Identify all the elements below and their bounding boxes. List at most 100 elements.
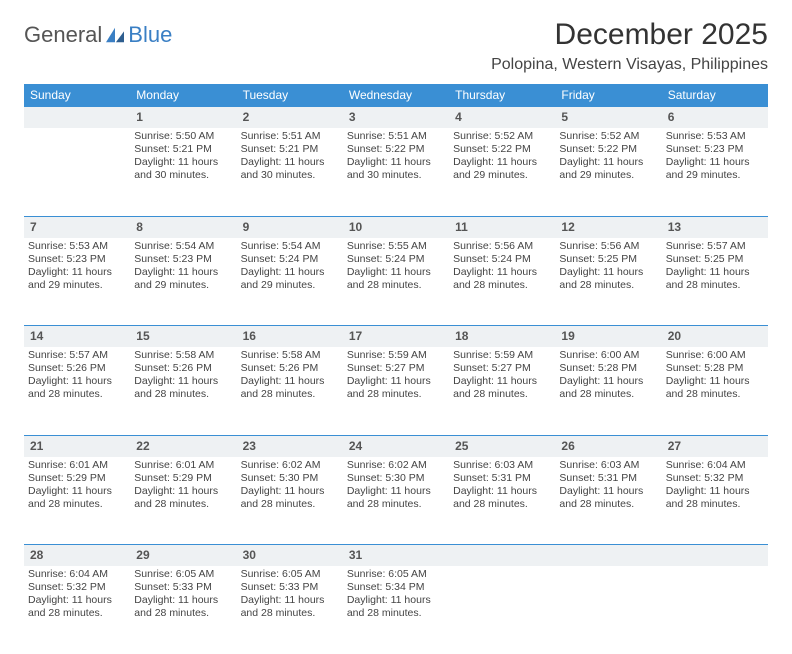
daylight-text: and 28 minutes. xyxy=(559,498,657,511)
sunset-text: Sunset: 5:33 PM xyxy=(241,581,339,594)
day-number: 31 xyxy=(343,545,449,567)
day-number: 28 xyxy=(24,545,130,567)
daylight-text: Daylight: 11 hours xyxy=(241,266,339,279)
day-number: 13 xyxy=(662,216,768,238)
daynum-row: 21222324252627 xyxy=(24,435,768,457)
daylight-text: and 28 minutes. xyxy=(559,388,657,401)
daylight-text: and 28 minutes. xyxy=(347,607,445,620)
day-number: 12 xyxy=(555,216,661,238)
daylight-text: Daylight: 11 hours xyxy=(241,375,339,388)
daylight-text: Daylight: 11 hours xyxy=(241,156,339,169)
daylight-text: and 29 minutes. xyxy=(241,279,339,292)
brand-logo: General Blue xyxy=(24,18,172,48)
sunrise-text: Sunrise: 6:05 AM xyxy=(241,568,339,581)
daylight-text: Daylight: 11 hours xyxy=(241,594,339,607)
day-number xyxy=(555,545,661,567)
sunrise-text: Sunrise: 5:58 AM xyxy=(241,349,339,362)
sunset-text: Sunset: 5:23 PM xyxy=(666,143,764,156)
daylight-text: Daylight: 11 hours xyxy=(666,266,764,279)
sunrise-text: Sunrise: 6:04 AM xyxy=(666,459,764,472)
sunrise-text: Sunrise: 5:57 AM xyxy=(666,240,764,253)
sunrise-text: Sunrise: 6:03 AM xyxy=(559,459,657,472)
daynum-row: 28293031 xyxy=(24,545,768,567)
sunset-text: Sunset: 5:26 PM xyxy=(28,362,126,375)
daylight-text: Daylight: 11 hours xyxy=(453,266,551,279)
day-cell: Sunrise: 5:51 AMSunset: 5:21 PMDaylight:… xyxy=(237,128,343,216)
daylight-text: and 28 minutes. xyxy=(666,279,764,292)
sunrise-text: Sunrise: 5:59 AM xyxy=(453,349,551,362)
day-number: 6 xyxy=(662,107,768,129)
day-number: 10 xyxy=(343,216,449,238)
day-number: 14 xyxy=(24,326,130,348)
day-number xyxy=(24,107,130,129)
sail-icon xyxy=(104,26,126,44)
daylight-text: Daylight: 11 hours xyxy=(134,594,232,607)
day-cell: Sunrise: 6:00 AMSunset: 5:28 PMDaylight:… xyxy=(555,347,661,435)
day-cell xyxy=(449,566,555,654)
day-cell: Sunrise: 6:05 AMSunset: 5:33 PMDaylight:… xyxy=(237,566,343,654)
day-cell: Sunrise: 6:03 AMSunset: 5:31 PMDaylight:… xyxy=(555,457,661,545)
sunrise-text: Sunrise: 5:52 AM xyxy=(453,130,551,143)
sunrise-text: Sunrise: 5:50 AM xyxy=(134,130,232,143)
day-cell: Sunrise: 5:53 AMSunset: 5:23 PMDaylight:… xyxy=(24,238,130,326)
day-cell: Sunrise: 5:52 AMSunset: 5:22 PMDaylight:… xyxy=(449,128,555,216)
day-cell xyxy=(24,128,130,216)
daylight-text: Daylight: 11 hours xyxy=(28,485,126,498)
daylight-text: Daylight: 11 hours xyxy=(347,485,445,498)
daylight-text: and 28 minutes. xyxy=(28,388,126,401)
day-number: 29 xyxy=(130,545,236,567)
weekday-header: Friday xyxy=(555,84,661,107)
week-body-row: Sunrise: 5:57 AMSunset: 5:26 PMDaylight:… xyxy=(24,347,768,435)
brand-text-blue: Blue xyxy=(128,22,172,48)
daylight-text: Daylight: 11 hours xyxy=(559,266,657,279)
sunset-text: Sunset: 5:27 PM xyxy=(347,362,445,375)
daylight-text: Daylight: 11 hours xyxy=(347,266,445,279)
day-cell: Sunrise: 5:58 AMSunset: 5:26 PMDaylight:… xyxy=(130,347,236,435)
day-number: 25 xyxy=(449,435,555,457)
day-cell xyxy=(555,566,661,654)
daylight-text: and 28 minutes. xyxy=(347,279,445,292)
day-cell: Sunrise: 5:59 AMSunset: 5:27 PMDaylight:… xyxy=(449,347,555,435)
week-body-row: Sunrise: 6:04 AMSunset: 5:32 PMDaylight:… xyxy=(24,566,768,654)
daylight-text: Daylight: 11 hours xyxy=(347,156,445,169)
sunset-text: Sunset: 5:21 PM xyxy=(241,143,339,156)
header: General Blue December 2025 Polopina, Wes… xyxy=(24,18,768,74)
daylight-text: Daylight: 11 hours xyxy=(347,375,445,388)
sunset-text: Sunset: 5:30 PM xyxy=(241,472,339,485)
sunrise-text: Sunrise: 6:02 AM xyxy=(347,459,445,472)
day-cell: Sunrise: 6:01 AMSunset: 5:29 PMDaylight:… xyxy=(24,457,130,545)
sunrise-text: Sunrise: 5:54 AM xyxy=(241,240,339,253)
sunrise-text: Sunrise: 6:04 AM xyxy=(28,568,126,581)
daylight-text: Daylight: 11 hours xyxy=(559,156,657,169)
sunrise-text: Sunrise: 5:54 AM xyxy=(134,240,232,253)
sunset-text: Sunset: 5:24 PM xyxy=(347,253,445,266)
day-cell xyxy=(662,566,768,654)
day-cell: Sunrise: 5:55 AMSunset: 5:24 PMDaylight:… xyxy=(343,238,449,326)
sunset-text: Sunset: 5:29 PM xyxy=(134,472,232,485)
daylight-text: and 28 minutes. xyxy=(347,498,445,511)
daylight-text: Daylight: 11 hours xyxy=(28,266,126,279)
weekday-header: Sunday xyxy=(24,84,130,107)
sunset-text: Sunset: 5:33 PM xyxy=(134,581,232,594)
sunset-text: Sunset: 5:29 PM xyxy=(28,472,126,485)
day-cell: Sunrise: 6:00 AMSunset: 5:28 PMDaylight:… xyxy=(662,347,768,435)
daylight-text: Daylight: 11 hours xyxy=(134,485,232,498)
daylight-text: and 28 minutes. xyxy=(241,607,339,620)
day-cell: Sunrise: 5:57 AMSunset: 5:25 PMDaylight:… xyxy=(662,238,768,326)
day-number: 8 xyxy=(130,216,236,238)
week-body-row: Sunrise: 5:53 AMSunset: 5:23 PMDaylight:… xyxy=(24,238,768,326)
daylight-text: and 28 minutes. xyxy=(666,498,764,511)
calendar-table: Sunday Monday Tuesday Wednesday Thursday… xyxy=(24,84,768,654)
daylight-text: Daylight: 11 hours xyxy=(666,485,764,498)
month-title: December 2025 xyxy=(491,18,768,52)
sunrise-text: Sunrise: 5:51 AM xyxy=(347,130,445,143)
daylight-text: and 28 minutes. xyxy=(453,279,551,292)
daylight-text: and 29 minutes. xyxy=(559,169,657,182)
daylight-text: and 28 minutes. xyxy=(241,498,339,511)
day-cell: Sunrise: 5:52 AMSunset: 5:22 PMDaylight:… xyxy=(555,128,661,216)
daylight-text: and 28 minutes. xyxy=(453,388,551,401)
daylight-text: and 28 minutes. xyxy=(241,388,339,401)
day-cell: Sunrise: 6:01 AMSunset: 5:29 PMDaylight:… xyxy=(130,457,236,545)
daylight-text: Daylight: 11 hours xyxy=(559,375,657,388)
daylight-text: Daylight: 11 hours xyxy=(241,485,339,498)
